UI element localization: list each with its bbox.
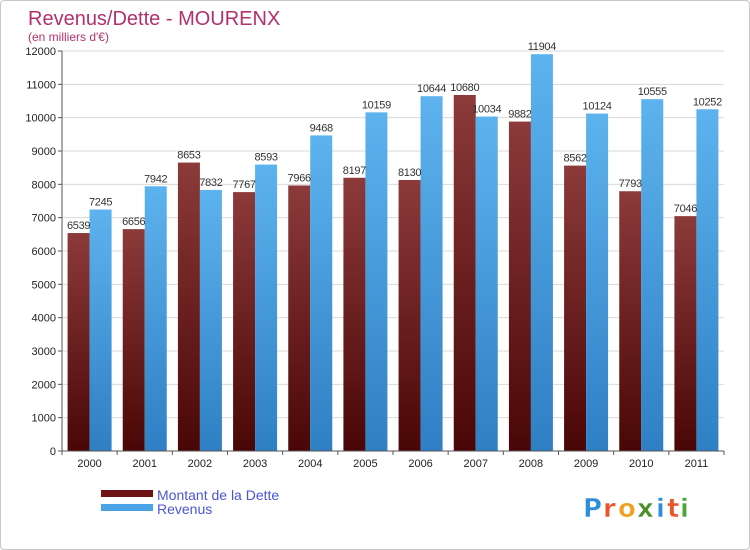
logo-letter: P (583, 494, 602, 524)
value-label: 7942 (144, 173, 167, 185)
x-tick-label: 2000 (77, 458, 101, 470)
chart-subtitle: (en milliers d'€) (28, 30, 109, 44)
y-tick-label: 4000 (32, 313, 56, 325)
value-label: 8593 (254, 152, 277, 164)
bar-debt-2002 (177, 162, 200, 452)
value-label: 7966 (288, 172, 311, 184)
bar-debt-2004 (288, 185, 311, 451)
logo-letter: i (680, 494, 689, 524)
y-tick-label: 1000 (32, 413, 56, 425)
bars (67, 54, 719, 452)
bar-debt-2010 (619, 191, 642, 451)
value-label: 8653 (177, 150, 200, 162)
x-tick-label: 2010 (629, 458, 653, 470)
y-tick-label: 2000 (32, 379, 56, 391)
y-axis-ticks: 0 1000 2000 3000 4000 5000 6000 7000 8000 9000 100… (25, 46, 62, 458)
y-tick-label: 8000 (32, 179, 56, 191)
logo-letter: t (667, 494, 679, 524)
x-tick-label: 2011 (685, 458, 709, 470)
legend-label-revenus: Revenus (157, 501, 212, 517)
y-tick-label: 5000 (32, 279, 56, 291)
y-tick-label: 6000 (32, 246, 56, 258)
x-tick-label: 2007 (464, 458, 488, 470)
bar-debt-2006 (398, 180, 421, 451)
bar-debt-2007 (453, 95, 476, 451)
value-label: 10252 (693, 96, 722, 108)
value-label: 7767 (232, 179, 255, 191)
x-tick-label: 2005 (353, 458, 377, 470)
value-label: 10159 (362, 99, 391, 111)
x-tick-label: 2001 (133, 458, 157, 470)
x-tick-label: 2009 (574, 458, 598, 470)
gridlines (62, 50, 724, 452)
value-label: 9882 (508, 109, 531, 121)
logo-letter: r (603, 494, 616, 524)
bar-revenus-2003 (255, 164, 278, 452)
bar-revenus-2004 (310, 135, 333, 451)
x-tick-label: 2004 (298, 458, 322, 470)
bar-debt-2000 (67, 233, 90, 451)
legend: Montant de la Dette Revenus (101, 487, 279, 517)
logo-letter: x (637, 494, 654, 524)
bar-revenus-2005 (365, 112, 388, 451)
x-axis-ticks: 2000 2001 2002 2003 2004 2005 2006 2007 2008 2009… (61, 451, 725, 470)
logo-letter: o (618, 494, 636, 524)
value-label: 9468 (310, 122, 333, 134)
bar-revenus-2007 (475, 116, 498, 452)
x-tick-label: 2003 (243, 458, 267, 470)
bar-debt-2001 (122, 229, 145, 451)
y-tick-label: 9000 (32, 146, 56, 158)
bar-debt-2009 (564, 165, 587, 451)
value-label: 11904 (528, 41, 556, 53)
value-label: 7832 (199, 177, 222, 189)
value-label: 10034 (472, 104, 501, 116)
legend-label-debt: Montant de la Dette (157, 487, 279, 503)
y-tick-label: 10000 (25, 113, 56, 125)
bar-revenus-2008 (530, 54, 553, 451)
value-labels: 6539 7245 6656 7942 8653 7832 7767 8593 7966 9468… (67, 41, 722, 232)
bar-revenus-2009 (586, 113, 609, 452)
value-label: 6656 (122, 216, 145, 228)
value-label: 10644 (417, 83, 446, 95)
y-tick-label: 11000 (26, 79, 56, 91)
bar-revenus-2010 (641, 99, 664, 452)
legend-swatch-revenus (101, 504, 153, 511)
legend-swatch-debt (101, 490, 153, 497)
x-tick-label: 2006 (408, 458, 432, 470)
y-tick-label: 7000 (32, 213, 56, 225)
value-label: 7245 (89, 197, 112, 209)
value-label: 8562 (563, 153, 586, 165)
bar-debt-2008 (508, 121, 531, 451)
y-tick-label: 3000 (32, 346, 56, 358)
bar-revenus-2006 (420, 96, 443, 451)
bar-revenus-2011 (696, 109, 719, 452)
chart-title: Revenus/Dette - MOURENX (28, 8, 280, 30)
bar-debt-2003 (233, 192, 256, 451)
bar-revenus-2001 (144, 186, 167, 451)
bar-revenus-2000 (89, 209, 112, 451)
x-tick-label: 2008 (519, 458, 543, 470)
value-label: 6539 (67, 220, 90, 232)
value-label: 7046 (674, 203, 697, 215)
value-label: 8130 (398, 167, 421, 179)
x-tick-label: 2002 (188, 458, 212, 470)
value-label: 7793 (619, 178, 642, 190)
value-label: 10680 (450, 82, 479, 94)
value-label: 10555 (638, 86, 667, 98)
bar-debt-2011 (674, 216, 697, 451)
bar-debt-2005 (343, 177, 366, 451)
y-tick-label: 12000 (25, 46, 56, 58)
y-tick-label: 0 (50, 446, 56, 458)
logo-letter: i (656, 494, 665, 524)
value-label: 8197 (343, 165, 366, 177)
value-label: 10124 (583, 101, 612, 113)
bar-revenus-2002 (199, 189, 222, 451)
